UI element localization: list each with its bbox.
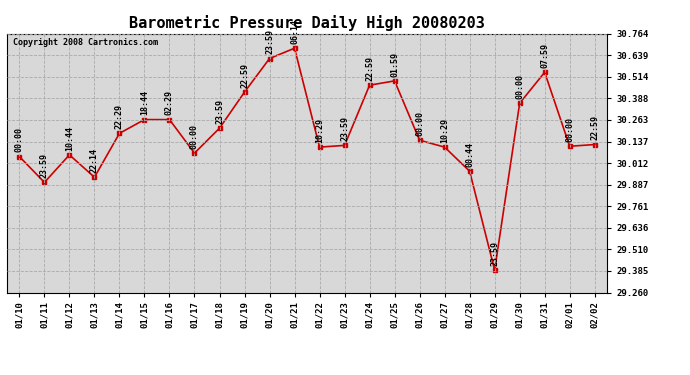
Text: 10:29: 10:29 (440, 118, 449, 143)
Title: Barometric Pressure Daily High 20080203: Barometric Pressure Daily High 20080203 (129, 15, 485, 31)
Text: 07:59: 07:59 (540, 43, 549, 68)
Text: 00:00: 00:00 (515, 74, 524, 99)
Text: 10:44: 10:44 (65, 126, 74, 151)
Text: 01:59: 01:59 (390, 52, 399, 77)
Text: 23:59: 23:59 (490, 241, 499, 266)
Text: 22:29: 22:29 (115, 104, 124, 129)
Text: 22:59: 22:59 (590, 116, 599, 140)
Text: 22:14: 22:14 (90, 148, 99, 173)
Text: Copyright 2008 Cartronics.com: Copyright 2008 Cartronics.com (13, 38, 158, 46)
Text: 23:59: 23:59 (215, 99, 224, 124)
Text: 23:59: 23:59 (265, 29, 274, 54)
Text: 22:59: 22:59 (365, 56, 374, 81)
Text: 10:29: 10:29 (315, 118, 324, 143)
Text: 00:44: 00:44 (465, 142, 474, 167)
Text: 00:00: 00:00 (190, 124, 199, 149)
Text: 23:59: 23:59 (340, 116, 349, 141)
Text: 00:00: 00:00 (15, 128, 24, 152)
Text: 06:14: 06:14 (290, 19, 299, 44)
Text: 22:59: 22:59 (240, 63, 249, 88)
Text: 00:00: 00:00 (565, 117, 574, 142)
Text: 02:29: 02:29 (165, 90, 174, 116)
Text: 23:59: 23:59 (40, 153, 49, 178)
Text: 00:00: 00:00 (415, 111, 424, 136)
Text: 18:44: 18:44 (140, 90, 149, 116)
